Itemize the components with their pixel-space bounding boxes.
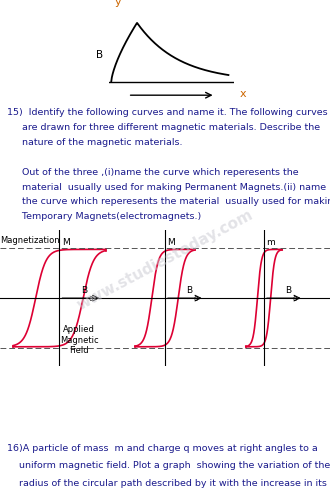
Text: 0: 0 — [293, 296, 297, 302]
Text: y: y — [115, 0, 122, 8]
Text: material  usually used for making Permanent Magnets.(ii) name: material usually used for making Permane… — [7, 182, 326, 191]
Text: x: x — [239, 89, 246, 99]
Text: B: B — [285, 287, 292, 296]
Text: 0: 0 — [88, 296, 93, 302]
Text: 16)A particle of mass  m and charge q moves at right angles to a: 16)A particle of mass m and charge q mov… — [7, 444, 317, 452]
Text: B: B — [96, 50, 104, 60]
Text: Temporary Magnets(electromagnets.): Temporary Magnets(electromagnets.) — [7, 212, 201, 221]
Text: Magnetization: Magnetization — [0, 236, 60, 245]
Text: B: B — [186, 287, 193, 296]
Text: M: M — [62, 237, 69, 246]
Text: www.studiestoday.com: www.studiestoday.com — [74, 207, 256, 314]
Text: Out of the three ,(i)name the curve which reperesents the: Out of the three ,(i)name the curve whic… — [7, 167, 298, 176]
Text: uniform magnetic field. Plot a graph  showing the variation of the: uniform magnetic field. Plot a graph sho… — [7, 461, 330, 470]
Text: M: M — [167, 237, 175, 246]
Text: are drawn for three different magnetic materials. Describe the: are drawn for three different magnetic m… — [7, 123, 320, 132]
Text: 15)  Identify the following curves and name it. The following curves: 15) Identify the following curves and na… — [7, 108, 327, 117]
Text: nature of the magnetic materials.: nature of the magnetic materials. — [7, 138, 182, 147]
Text: 0: 0 — [194, 296, 198, 302]
Text: radius of the circular path described by it with the increase in its: radius of the circular path described by… — [7, 479, 326, 488]
Text: the curve which reperesents the material  usually used for making: the curve which reperesents the material… — [7, 197, 330, 206]
Text: Applied
Magnetic
Field: Applied Magnetic Field — [60, 325, 99, 355]
Text: B: B — [81, 287, 87, 296]
Text: m: m — [266, 237, 275, 246]
